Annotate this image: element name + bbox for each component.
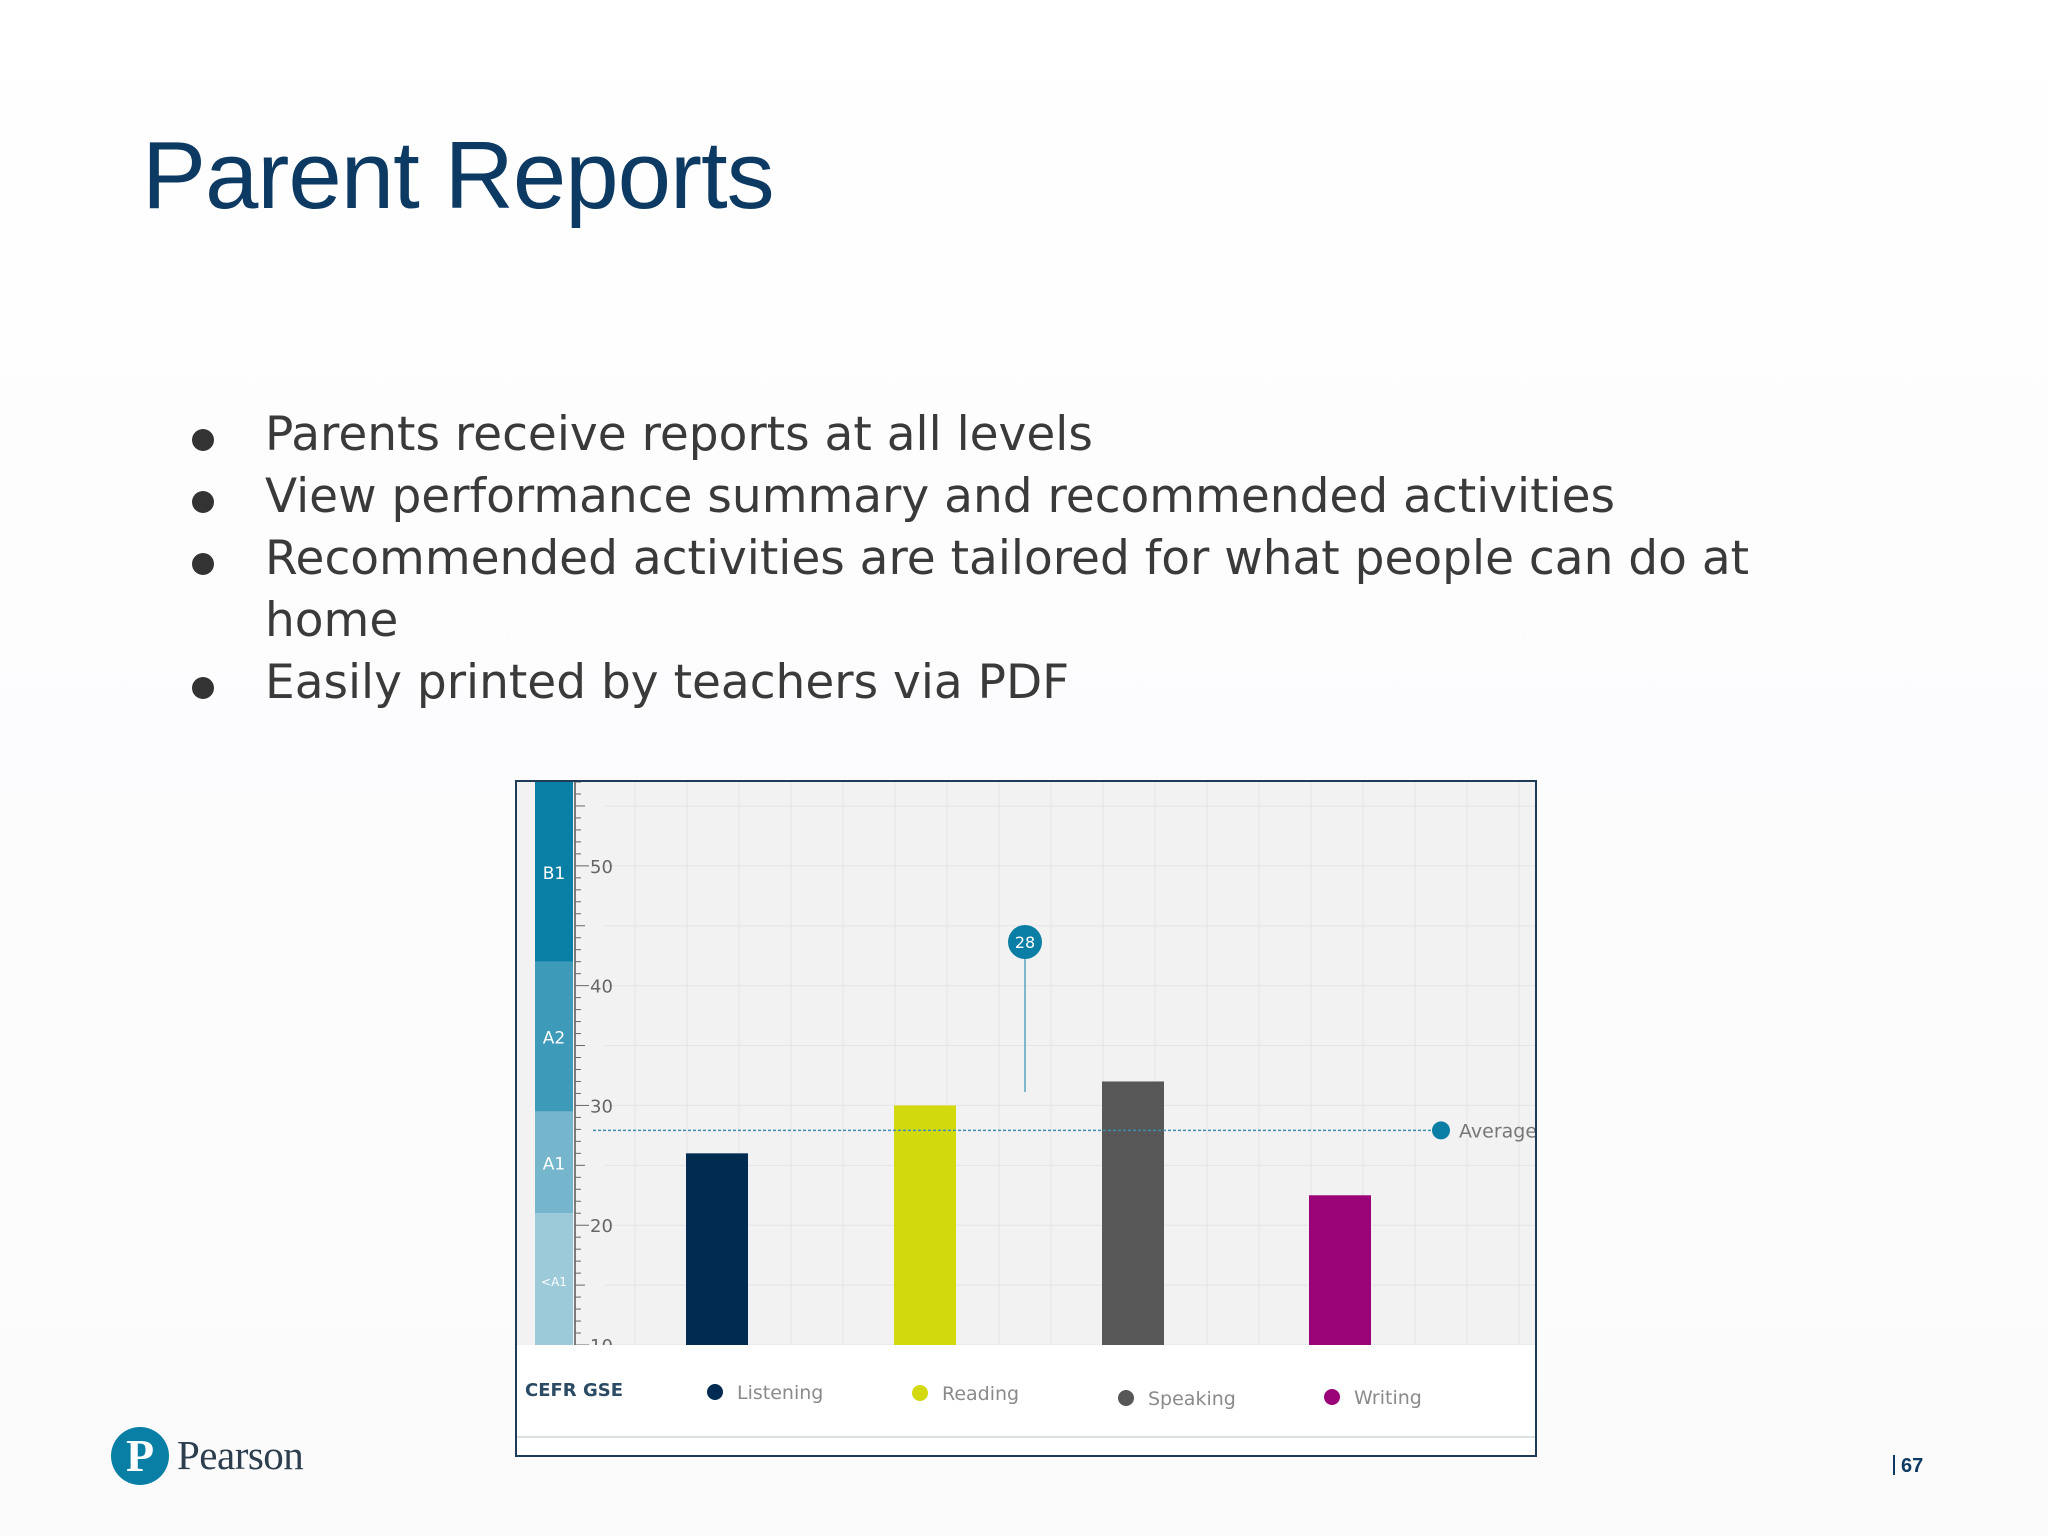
bar-speaking: [1102, 1081, 1164, 1345]
average-callout-value: 28: [1015, 933, 1035, 952]
bullet-item: Easily printed by teachers via PDF: [190, 652, 1840, 714]
bar-writing: [1309, 1195, 1371, 1345]
bullet-text: View performance summary and recommended…: [265, 469, 1615, 524]
bullet-dot-icon: [192, 429, 214, 451]
bullet-item: Recommended activities are tailored for …: [190, 528, 1840, 652]
bullet-text: Recommended activities are tailored for …: [265, 531, 1750, 648]
bullet-text: Easily printed by teachers via PDF: [265, 655, 1070, 710]
page-number: 67: [1893, 1455, 1923, 1478]
average-marker: [1432, 1121, 1450, 1140]
bullet-list: Parents receive reports at all levels Vi…: [190, 404, 1840, 714]
bar-listening: [686, 1153, 748, 1345]
bullet-dot-icon: [192, 553, 214, 575]
cefr-band: [535, 1111, 573, 1214]
legend-marker: [707, 1384, 723, 1400]
gse-tick-label: 20: [590, 1216, 613, 1237]
score-chart-frame: <A1A1A2B11020304050Average28CEFRGSEListe…: [515, 780, 1537, 1457]
average-callout-bubble: [1008, 925, 1042, 959]
cefr-band-label: A1: [543, 1154, 565, 1174]
bar-reading: [894, 1105, 956, 1345]
bullet-text: Parents receive reports at all levels: [265, 407, 1093, 462]
page-number-value: 67: [1901, 1455, 1924, 1477]
slide-title: Parent Reports: [142, 122, 775, 229]
legend-label: Writing: [1354, 1387, 1422, 1409]
legend-label: Reading: [942, 1383, 1019, 1405]
cefr-band-label: <A1: [541, 1275, 567, 1289]
pearson-wordmark: Pearson: [177, 1432, 304, 1478]
legend-label: Speaking: [1148, 1388, 1236, 1410]
legend-marker: [912, 1385, 928, 1401]
pearson-logo-icon: P: [111, 1427, 169, 1485]
legend-label: Listening: [737, 1382, 823, 1404]
gse-tick-label: 40: [590, 977, 613, 998]
gse-tick-label: 30: [590, 1096, 613, 1117]
pearson-logo: P Pearson: [111, 1425, 331, 1495]
cefr-band: [535, 782, 573, 962]
gse-tick-label: 50: [590, 857, 613, 878]
page-divider: [1893, 1455, 1895, 1475]
cefr-band: [535, 1213, 573, 1345]
bullet-dot-icon: [192, 677, 214, 699]
score-bar-chart: <A1A1A2B11020304050Average28CEFRGSEListe…: [517, 782, 1535, 1455]
average-label: Average: [1459, 1120, 1535, 1142]
scale-label: CEFR: [525, 1380, 577, 1401]
scale-label: GSE: [583, 1380, 623, 1401]
bullet-item: View performance summary and recommended…: [190, 466, 1840, 528]
legend-marker: [1324, 1389, 1340, 1405]
plot-background: [517, 782, 1535, 1345]
cefr-band: [535, 961, 573, 1112]
bullet-item: Parents receive reports at all levels: [190, 404, 1840, 466]
legend-marker: [1118, 1390, 1134, 1406]
cefr-band-label: A2: [543, 1029, 565, 1049]
bullet-dot-icon: [192, 491, 214, 513]
cefr-band-label: B1: [543, 864, 565, 884]
